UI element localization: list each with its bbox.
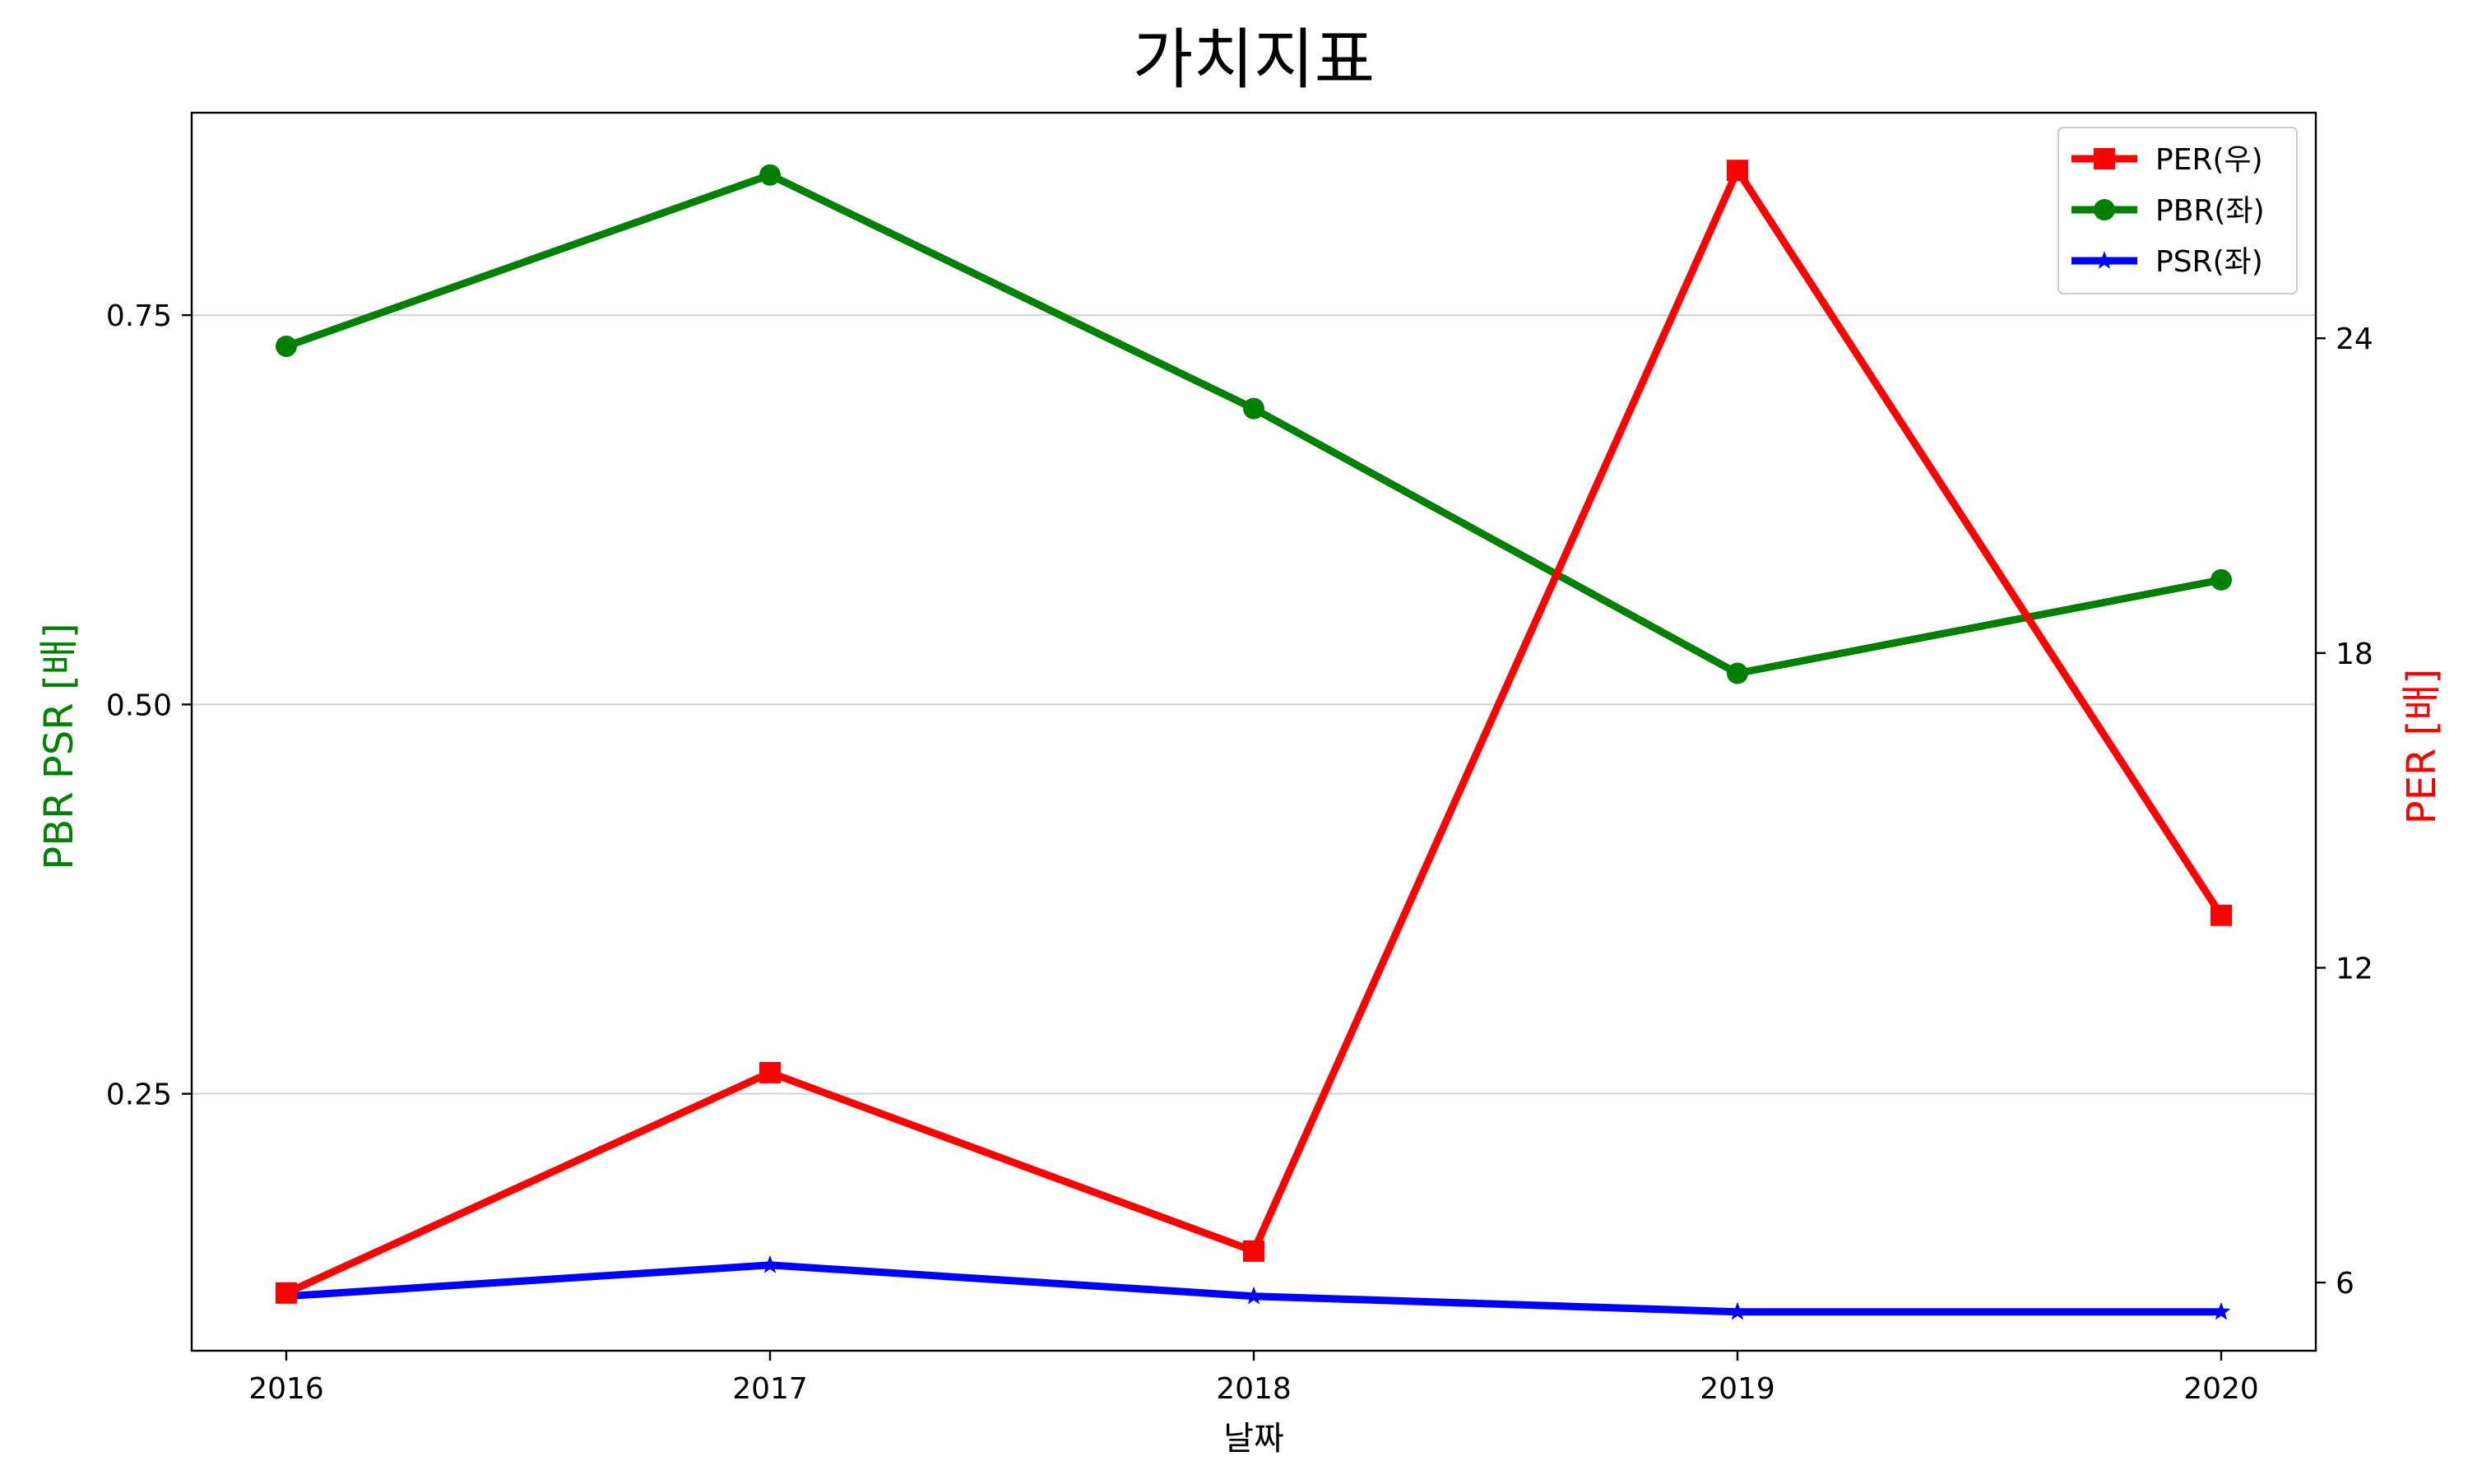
data-point-psr	[760, 1254, 780, 1273]
right-y-tick-label: 6	[2336, 1267, 2354, 1301]
x-tick-label: 2020	[2183, 1372, 2259, 1406]
legend-box	[2057, 127, 2298, 294]
x-axis-label: 날짜	[1223, 1420, 1284, 1458]
data-point-pbr	[1243, 397, 1264, 420]
legend-label-per: PER(우)	[2155, 143, 2263, 177]
left-y-tick-label: 0.75	[106, 299, 172, 333]
data-point-psr	[1728, 1301, 1747, 1320]
legend-marker-psr	[2095, 251, 2114, 269]
data-point-per	[759, 1062, 781, 1084]
data-point-pbr	[1727, 662, 1748, 684]
y-axis-label-right: PER [배]	[2399, 669, 2445, 825]
data-point-per	[1243, 1240, 1264, 1262]
y-axis-label-left: PBR PSR [배]	[36, 623, 82, 870]
right-y-tick-label: 12	[2336, 952, 2373, 985]
data-point-per	[276, 1282, 297, 1304]
data-point-psr	[2211, 1301, 2231, 1320]
right-y-tick-label: 24	[2336, 322, 2373, 356]
left-y-tick-label: 0.50	[106, 689, 172, 722]
left-y-tick-label: 0.25	[106, 1078, 172, 1112]
data-point-pbr	[759, 164, 781, 186]
legend: PER(우) PBR(좌) PSR(좌)	[2057, 127, 2298, 294]
data-point-pbr	[2211, 568, 2232, 591]
data-point-per	[1727, 160, 1748, 182]
x-tick-label: 2017	[732, 1372, 808, 1406]
x-tick-label: 2019	[1700, 1372, 1775, 1406]
chart-title: 가치지표	[1133, 21, 1375, 98]
data-point-pbr	[276, 335, 297, 357]
data-point-psr	[1244, 1286, 1264, 1305]
legend-label-psr: PSR(좌)	[2155, 245, 2263, 279]
right-y-tick-label: 18	[2336, 638, 2373, 671]
legend-marker-pbr	[2094, 199, 2115, 220]
legend-marker-per	[2094, 148, 2115, 169]
x-tick-label: 2018	[1216, 1372, 1292, 1406]
data-point-per	[2211, 904, 2232, 926]
legend-label-pbr: PBR(좌)	[2155, 194, 2265, 228]
x-tick-label: 2016	[248, 1372, 324, 1406]
